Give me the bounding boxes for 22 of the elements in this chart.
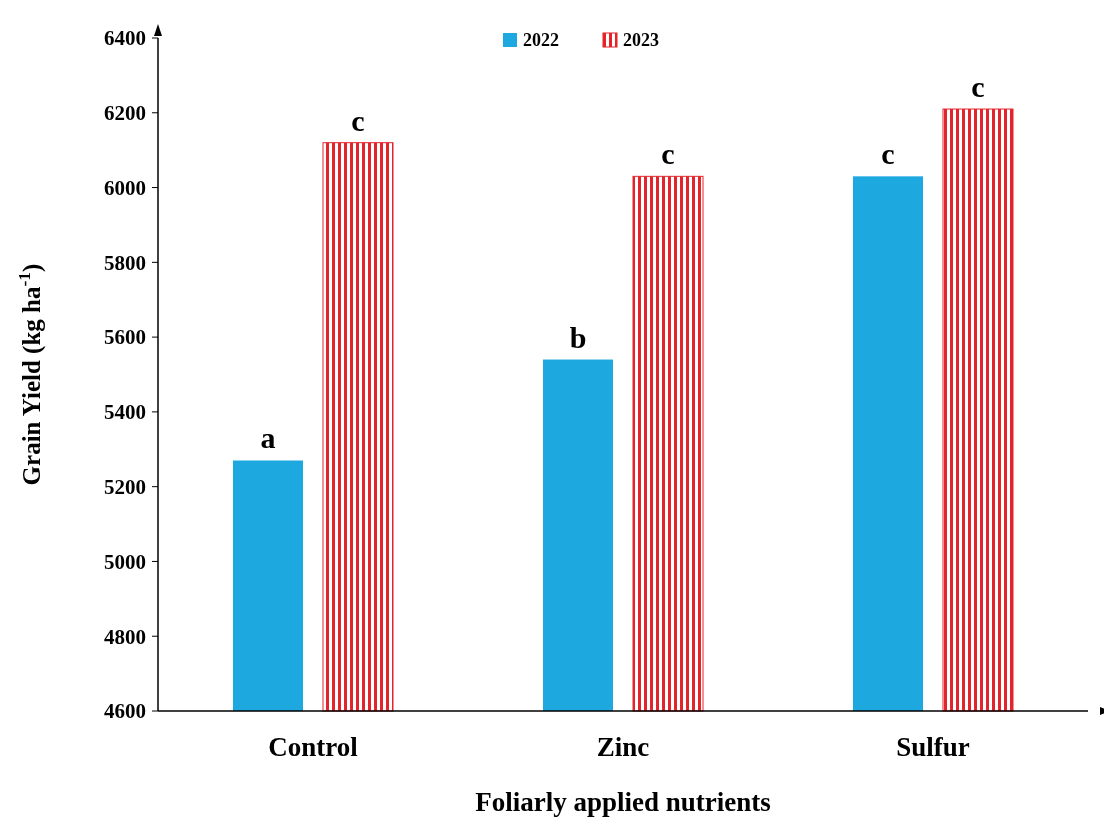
data-label: c xyxy=(351,103,365,137)
y-tick-label: 6400 xyxy=(104,26,146,51)
legend-label: 2023 xyxy=(623,30,659,51)
y-tick-label: 6000 xyxy=(104,175,146,200)
data-label: b xyxy=(569,320,587,354)
data-label: c xyxy=(661,137,675,171)
y-tick-label: 6200 xyxy=(104,101,146,126)
y-tick-label: 4600 xyxy=(104,699,146,724)
data-label: c xyxy=(881,137,895,171)
x-tick-label: Sulfur xyxy=(896,732,970,762)
x-tick-label: Zinc xyxy=(596,732,650,762)
y-tick-label: 5400 xyxy=(104,400,146,425)
y-tick-label: 5600 xyxy=(104,325,146,350)
y-tick-label: 5800 xyxy=(104,250,146,275)
x-axis-title: Foliarly applied nutrients xyxy=(475,787,771,817)
y-tick-label: 5200 xyxy=(104,475,146,500)
x-tick-label: Control xyxy=(268,732,359,762)
y-tick-label: 4800 xyxy=(104,624,146,649)
legend-label: 2022 xyxy=(523,30,559,51)
data-label: c xyxy=(971,70,985,104)
data-label: a xyxy=(260,421,276,455)
y-tick-label: 5000 xyxy=(104,549,146,574)
